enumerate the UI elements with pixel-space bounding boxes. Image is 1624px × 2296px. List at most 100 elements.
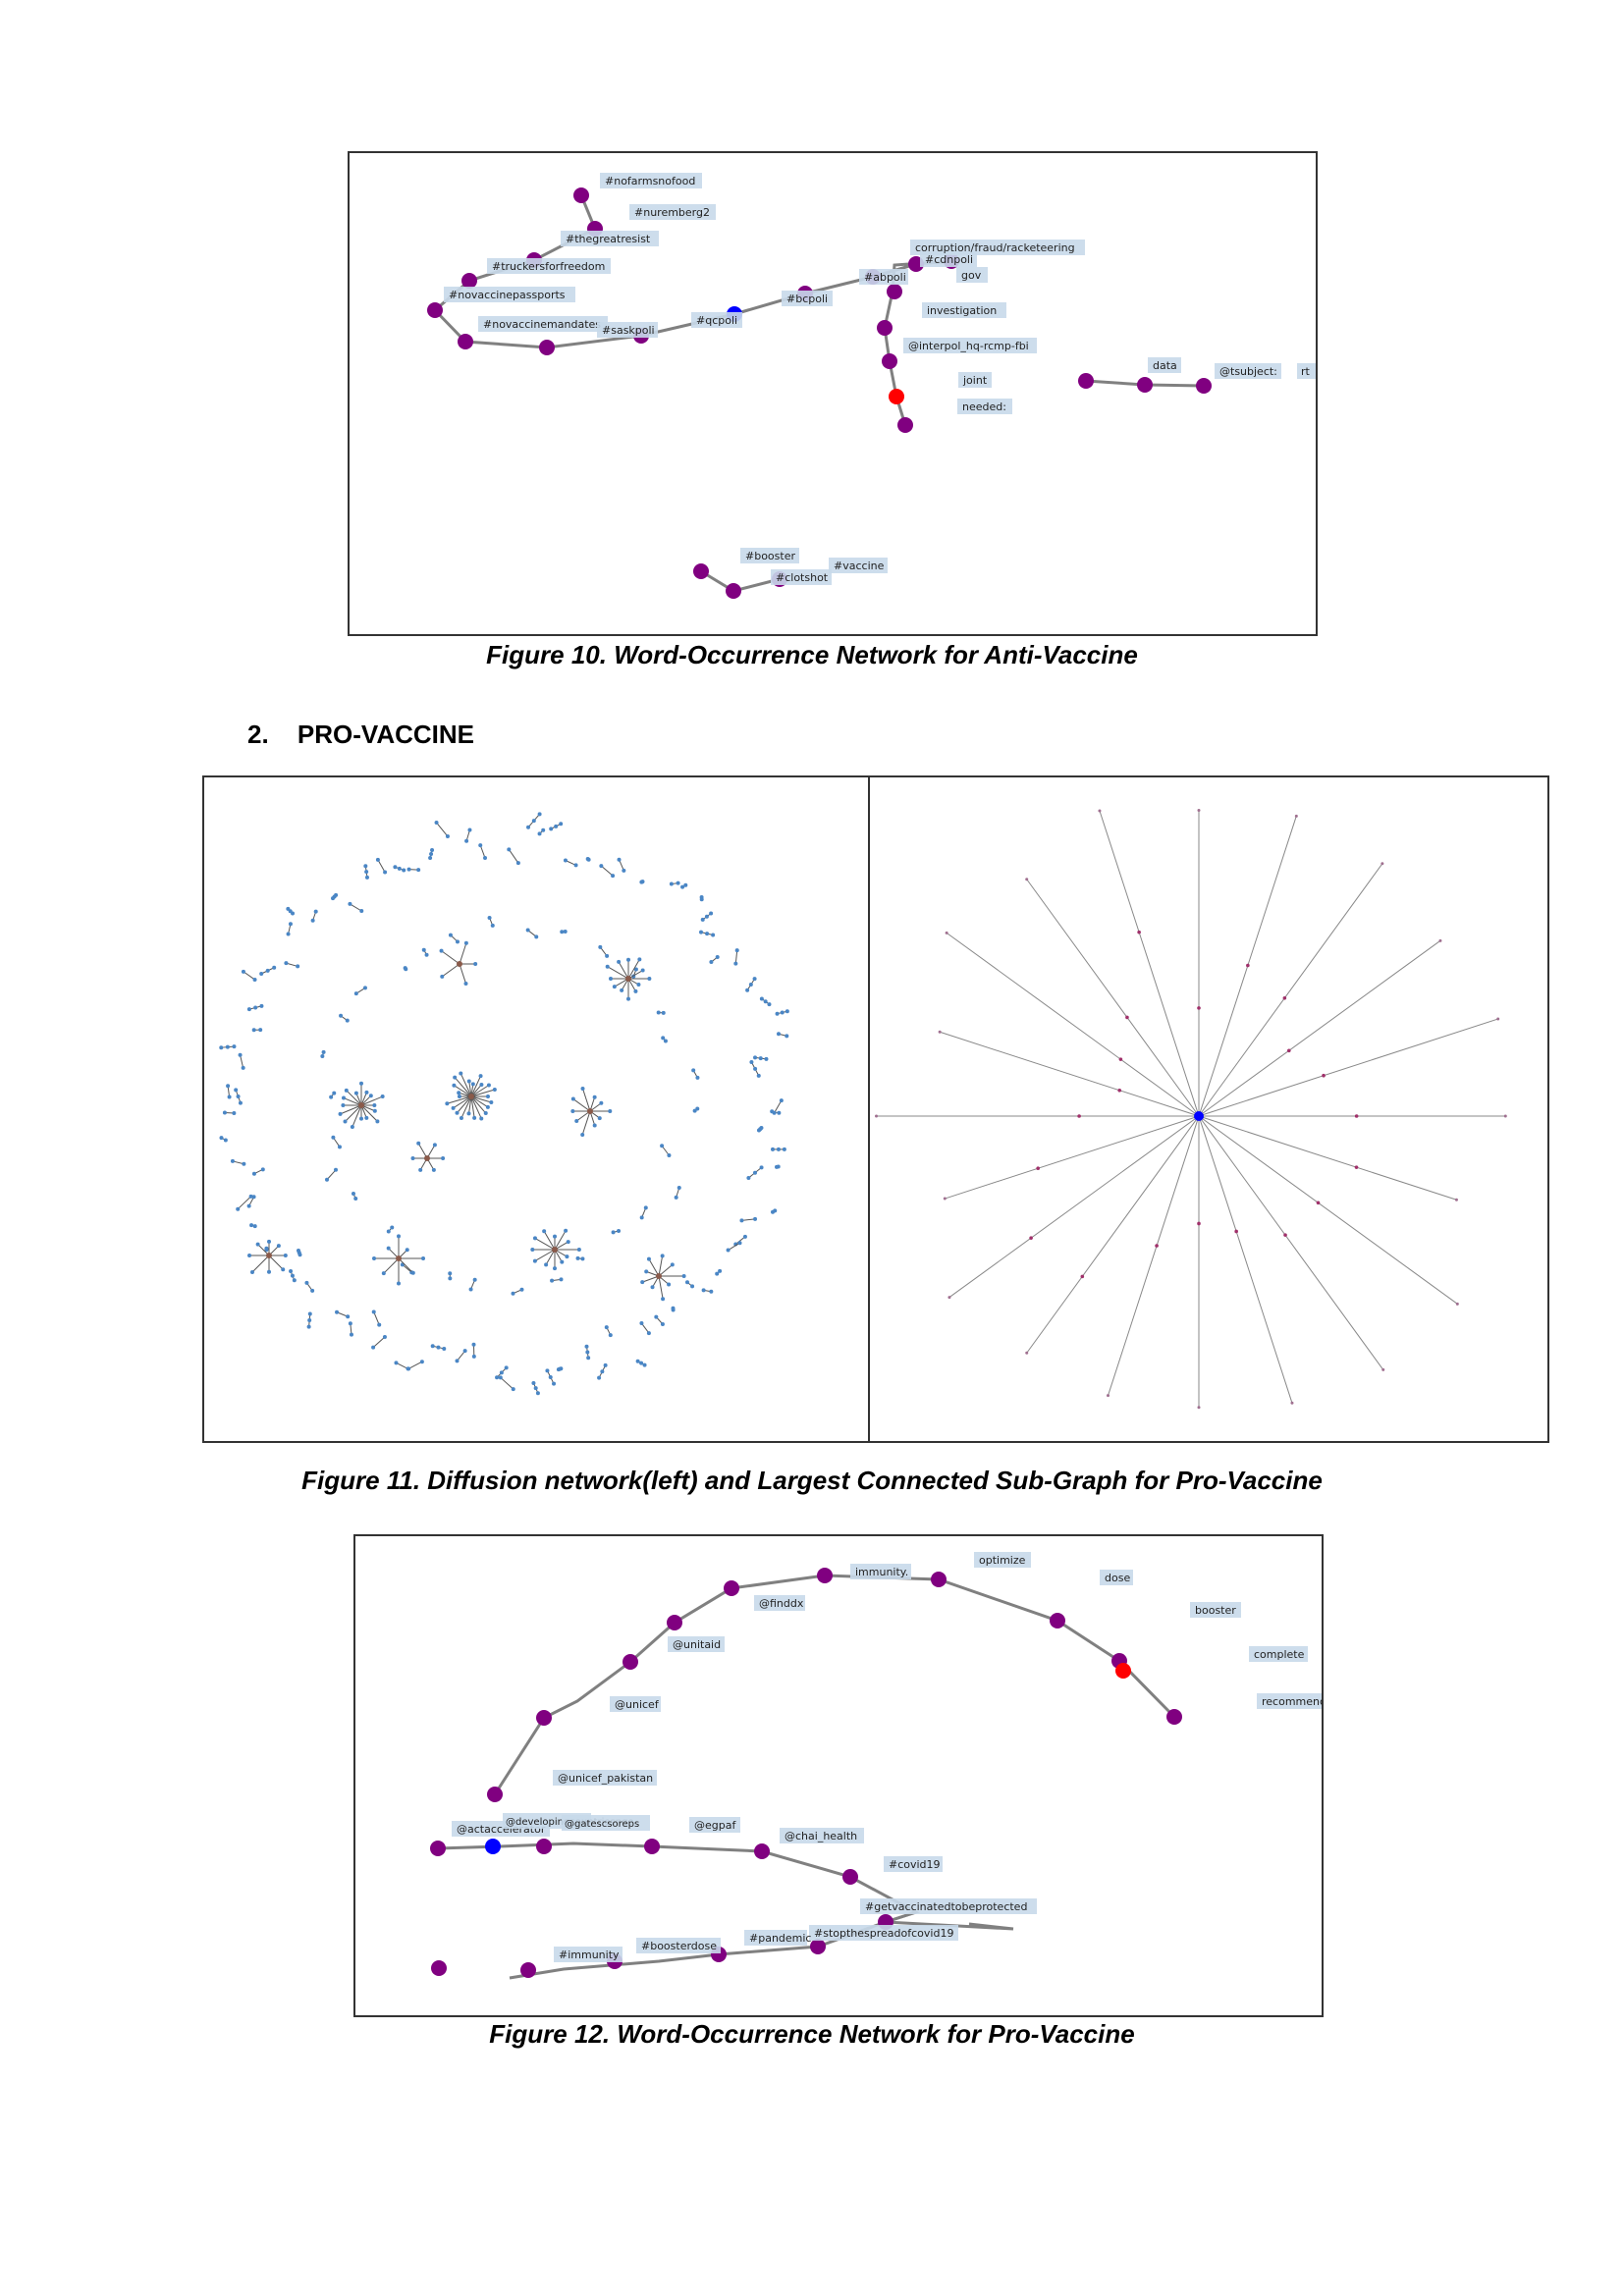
- node: [539, 340, 555, 355]
- diffusion-node: [236, 1206, 241, 1211]
- diffusion-node: [232, 1044, 237, 1049]
- diffusion-edge: [661, 1145, 670, 1156]
- diffusion-node: [558, 1366, 563, 1371]
- diffusion-node: [772, 1110, 777, 1115]
- diffusion-node: [612, 985, 617, 989]
- diffusion-node: [650, 1285, 655, 1290]
- diffusion-node: [324, 1177, 329, 1182]
- diffusion-node: [372, 1103, 377, 1107]
- node-label: #stopthespreadofcovid19: [814, 1927, 953, 1940]
- subgraph-node: [1503, 1114, 1507, 1118]
- diffusion-node: [635, 1359, 640, 1363]
- diffusion-node: [402, 868, 406, 873]
- diffusion-node: [442, 1346, 447, 1351]
- diffusion-node: [763, 999, 768, 1004]
- node-label: #getvaccinatedtobeprotected: [865, 1900, 1027, 1913]
- node: [458, 334, 473, 349]
- diffusion-node: [249, 1223, 254, 1228]
- diffusion-node: [348, 1321, 352, 1326]
- diffusion-edge: [543, 1230, 556, 1251]
- diffusion-edge: [326, 1169, 337, 1181]
- diffusion-node: [429, 852, 434, 857]
- node-label: @gatescsoreps: [565, 1819, 639, 1830]
- diffusion-node: [715, 1271, 720, 1276]
- diffusion-node: [733, 961, 738, 966]
- diffusion-node: [479, 1116, 484, 1121]
- diffusion-node: [424, 952, 429, 957]
- node: [520, 1962, 536, 1978]
- diffusion-edge: [453, 1095, 472, 1109]
- diffusion-node: [296, 964, 300, 969]
- node-label: #cdnpoli: [925, 253, 973, 266]
- anti-vaccine-word-network: #nofarmsnofood #nuremberg2 #thegreatresi…: [427, 173, 1316, 599]
- subgraph-edge: [1198, 1115, 1384, 1370]
- subgraph-node: [1283, 1233, 1287, 1237]
- diffusion-node: [705, 932, 710, 936]
- diffusion-node: [307, 1311, 312, 1316]
- node-label: #thegreatresist: [566, 233, 651, 245]
- diffusion-node: [642, 1362, 647, 1367]
- diffusion-node: [742, 1234, 747, 1239]
- diffusion-edge: [581, 1110, 591, 1136]
- node-label: #booster: [745, 550, 795, 562]
- diffusion-node: [537, 831, 542, 836]
- diffusion-node: [640, 968, 645, 973]
- diffusion-node: [644, 1269, 649, 1274]
- diffusion-node: [397, 1281, 401, 1286]
- diffusion-edge: [441, 950, 460, 965]
- diffusion-node: [375, 857, 380, 862]
- diffusion-node: [453, 1075, 458, 1080]
- edge-chain-lower-2: [885, 1920, 1014, 1931]
- diffusion-node: [351, 1191, 355, 1196]
- diffusion-edge: [479, 844, 486, 859]
- subgraph-node: [1197, 809, 1201, 813]
- diffusion-node: [603, 1362, 608, 1367]
- diffusion-node: [386, 1246, 391, 1251]
- diffusion-hub: [656, 1273, 662, 1279]
- diffusion-node: [575, 1255, 580, 1260]
- subgraph-node: [1246, 963, 1250, 968]
- diffusion-node: [554, 824, 559, 828]
- node-label: recommend: [1262, 1695, 1322, 1708]
- target-node: [1115, 1663, 1131, 1679]
- diffusion-node: [382, 1334, 387, 1339]
- node-label: #bcpoli: [786, 293, 828, 305]
- diffusion-node: [375, 1119, 380, 1124]
- node-label: complete: [1254, 1648, 1305, 1661]
- diffusion-node: [573, 863, 578, 868]
- subgraph-node: [1025, 1351, 1029, 1355]
- diffusion-node: [684, 1280, 689, 1285]
- subgraph-node: [947, 1296, 951, 1300]
- diffusion-node: [752, 1170, 757, 1175]
- node: [430, 1841, 446, 1856]
- subgraph-node: [1294, 814, 1298, 818]
- node-label: #nofarmsnofood: [605, 175, 695, 187]
- diffusion-node: [667, 1153, 672, 1158]
- diffusion-node: [690, 1284, 695, 1289]
- subgraph-node: [1025, 878, 1029, 881]
- diffusion-node: [246, 1203, 251, 1208]
- diffusion-node: [259, 972, 264, 977]
- diffusion-node: [585, 1350, 590, 1355]
- diffusion-node: [699, 930, 704, 934]
- diffusion-node: [436, 1345, 441, 1350]
- diffusion-node: [333, 1167, 338, 1172]
- diffusion-node: [549, 827, 554, 831]
- diffusion-node: [459, 1071, 463, 1076]
- diffusion-node: [264, 1247, 269, 1252]
- diffusion-node: [544, 1262, 549, 1267]
- diffusion-node: [251, 1028, 256, 1033]
- figure-11-caption: Figure 11. Diffusion network(left) and L…: [301, 1466, 1323, 1495]
- node-label: @interpol_hq-rcmp-fbi: [908, 340, 1029, 352]
- node-label: @tsubject:: [1219, 365, 1277, 378]
- diffusion-edge: [658, 1264, 674, 1277]
- diffusion-node: [709, 960, 714, 965]
- node-label: @egpaf: [694, 1819, 736, 1832]
- diffusion-node: [559, 1277, 564, 1282]
- diffusion-node: [574, 1118, 579, 1123]
- diffusion-node: [253, 1005, 258, 1010]
- diffusion-node: [406, 867, 411, 872]
- diffusion-node: [715, 955, 720, 960]
- diffusion-edge: [470, 1095, 482, 1119]
- diffusion-node: [416, 1141, 421, 1146]
